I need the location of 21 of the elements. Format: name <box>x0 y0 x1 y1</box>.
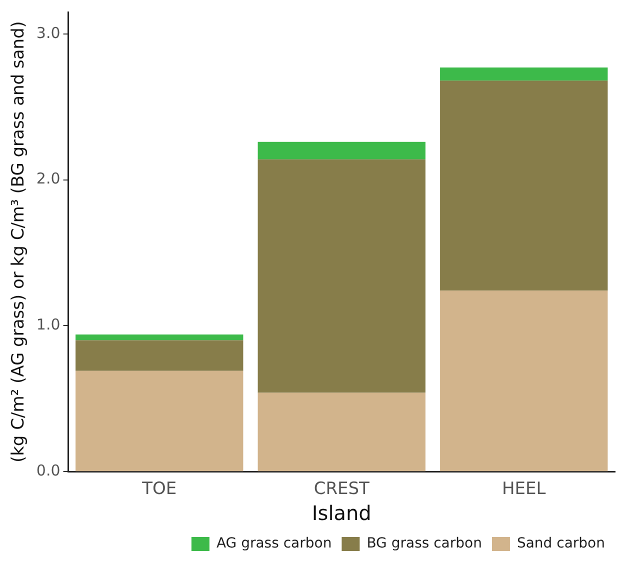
y-tick-label: 0.0 <box>36 461 60 480</box>
bar <box>258 142 426 160</box>
bar <box>76 370 244 472</box>
bar <box>76 334 244 340</box>
y-tick-label: 3.0 <box>36 24 60 42</box>
bar <box>258 392 426 472</box>
x-axis-title: Island <box>312 501 372 526</box>
bar <box>258 159 426 393</box>
x-tick-label: TOE <box>141 479 177 500</box>
bar <box>76 340 244 371</box>
y-tick-label: 1.0 <box>36 316 60 334</box>
bar <box>440 67 608 81</box>
legend-label: BG grass carbon <box>366 536 482 552</box>
x-tick-label: HEEL <box>502 479 546 500</box>
y-tick-label: 2.0 <box>36 170 60 188</box>
x-tick-label: CREST <box>314 479 370 500</box>
bar <box>440 290 608 472</box>
bar <box>440 80 608 291</box>
y-axis-title: (kg C/m² (AG grass) or kg C/m³ (BG grass and sand) <box>8 21 29 463</box>
legend-label: Sand carbon <box>516 536 606 552</box>
legend-label: AG grass carbon <box>216 536 332 552</box>
